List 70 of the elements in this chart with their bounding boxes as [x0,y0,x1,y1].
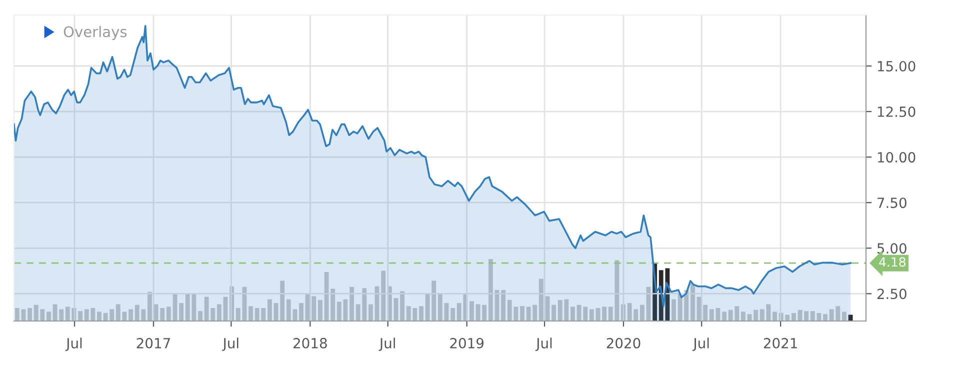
bar [703,304,708,321]
ref-line-label: 4.18 [879,257,906,267]
bar [216,304,222,321]
x-tick-label: Jul [378,338,395,351]
bar [116,304,120,321]
bar [672,299,676,321]
x-tick-label: 2019 [450,338,484,348]
bar [166,306,171,321]
bar [419,306,424,321]
bar [842,312,846,321]
bar [804,311,809,321]
bar [179,303,184,321]
bar [450,308,455,321]
bar [97,312,102,321]
x-tick-label: 2020 [606,338,640,348]
bar [28,308,32,321]
bar [722,312,726,321]
bar [350,286,354,321]
bar [248,306,253,321]
x-tick-label: Jul [535,338,552,351]
x-tick-label: 2017 [136,338,170,348]
bar [312,296,316,321]
bar [760,309,764,321]
bar [740,312,746,321]
y-tick-label: 12.50 [878,106,916,118]
y-tick-label: 7.50 [878,198,906,208]
x-tick-label: Jul [65,338,82,351]
bar [400,291,404,321]
bar [754,310,758,321]
bar [299,303,304,321]
y-tick-label: 5.00 [877,243,906,254]
bar [640,304,644,321]
bar [330,288,336,321]
bar [602,306,607,321]
bar [148,292,152,321]
bar [470,301,474,321]
bar [792,312,796,321]
bar [570,306,575,321]
bar [589,309,594,321]
bar [368,304,373,321]
x-tick-label: Jul [222,338,238,351]
bar [432,280,436,321]
bar [538,278,544,321]
bar [810,311,815,321]
bar [128,309,134,321]
bar [488,259,493,321]
bar [381,270,386,321]
bar [65,306,70,321]
bar [552,304,556,321]
bar [501,290,506,321]
y-tick-label: 10.00 [878,152,916,163]
bar [823,314,828,321]
x-tick-label: Jul [692,338,709,351]
bar [438,294,442,321]
y-tick-label: 15.00 [878,60,916,72]
bar [59,309,64,321]
annotation: Overlays [64,26,127,40]
bar [78,311,82,321]
bar [318,300,322,321]
bar [280,280,285,321]
x-tick-label: 2018 [294,338,327,348]
bar [520,306,524,321]
x-tick-label: 2021 [764,338,797,348]
bar [14,308,20,321]
bar [46,312,51,321]
bar [690,284,695,321]
bar [772,312,777,321]
y-tick-label: 2.50 [877,288,906,300]
bar [198,311,202,321]
bar [267,299,272,321]
